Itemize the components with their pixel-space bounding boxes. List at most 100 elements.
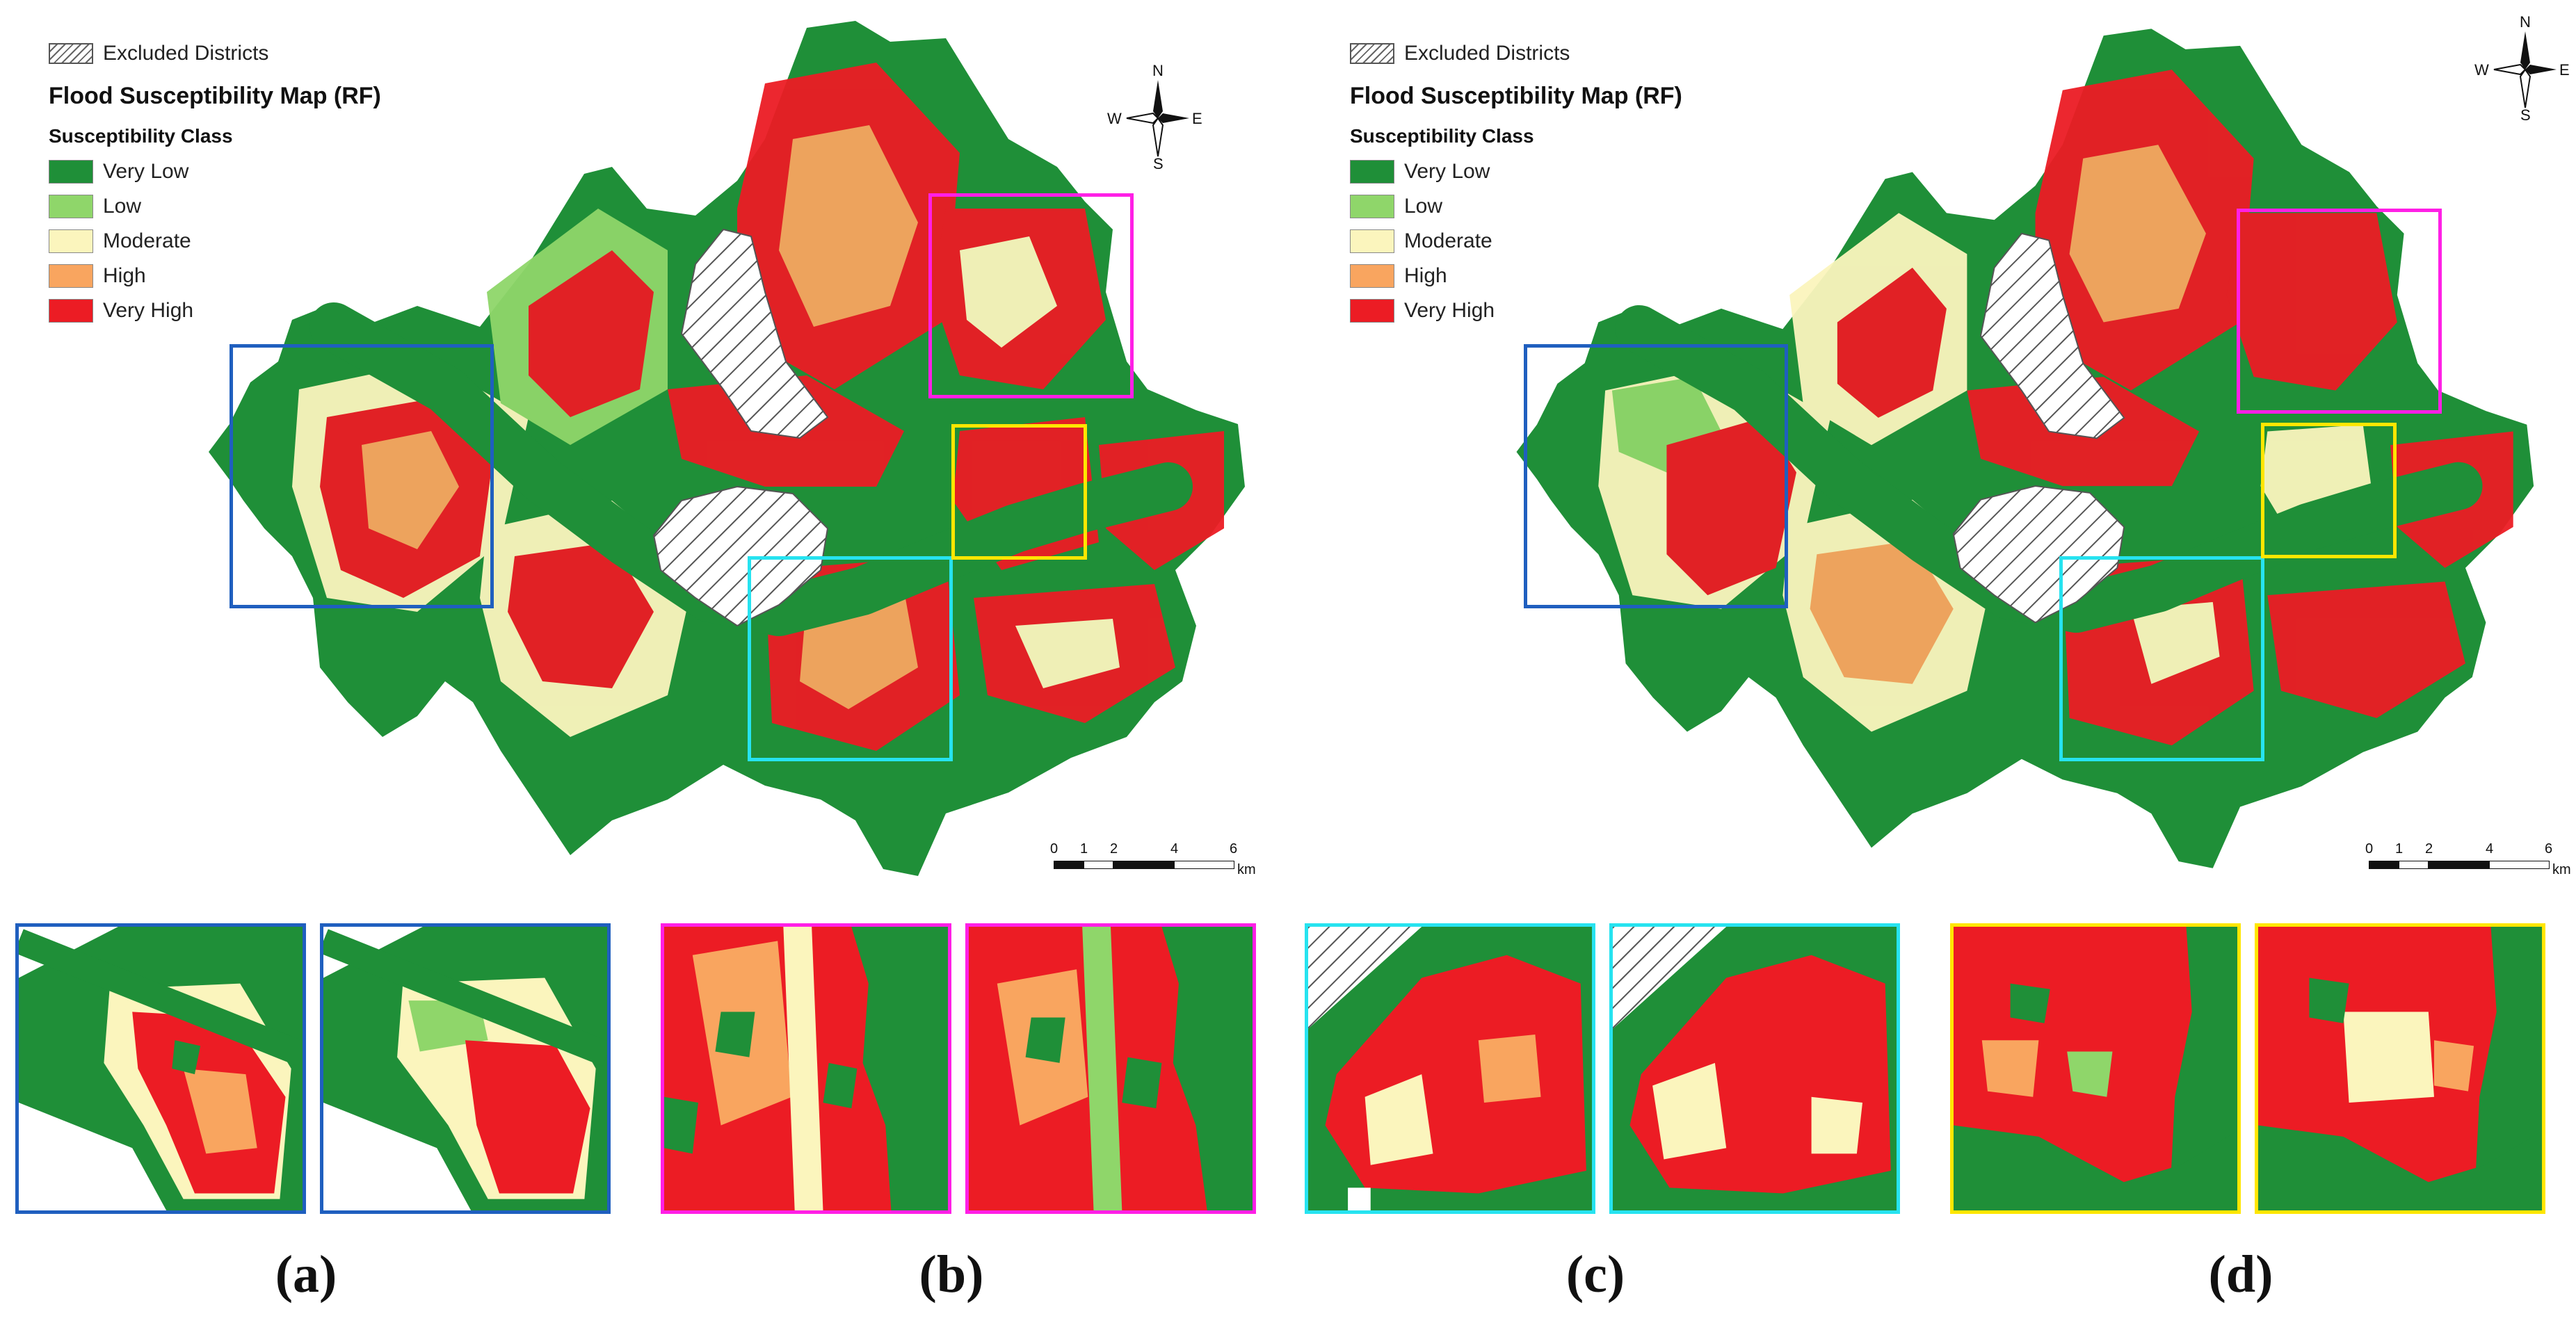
compass-s: S xyxy=(1153,155,1164,172)
zoom-box-a-left xyxy=(230,344,494,608)
scale-segment xyxy=(2429,861,2489,869)
inset-d-right xyxy=(2255,923,2545,1214)
scale-segment xyxy=(1174,861,1234,869)
excluded-district-central xyxy=(1952,485,2125,624)
scale-tick: 0 xyxy=(1050,841,1058,857)
scale-segment xyxy=(2369,861,2399,869)
inset-c-right xyxy=(1609,923,1900,1214)
class-label: Moderate xyxy=(103,229,191,252)
scale-tick: 1 xyxy=(1080,841,1088,857)
scale-segment xyxy=(1113,861,1174,869)
excluded-district-north xyxy=(680,228,829,439)
map-panel-right: Excluded Districts Flood Susceptibility … xyxy=(1312,0,2576,904)
inset-a-right xyxy=(320,923,611,1214)
compass-e: E xyxy=(1192,110,1202,127)
excluded-legend-row: Excluded Districts xyxy=(49,38,381,69)
scale-segment xyxy=(1084,861,1113,869)
inset-c-left xyxy=(1305,923,1595,1214)
hatch-swatch xyxy=(49,43,93,64)
legend-class-low: Low xyxy=(1350,189,1682,224)
scale-tick: 6 xyxy=(1230,841,1238,857)
legend-class-moderate: Moderate xyxy=(1350,224,1682,259)
scale-segment xyxy=(2489,861,2550,869)
compass-rose-icon xyxy=(1126,80,1189,157)
class-label: Low xyxy=(103,195,142,218)
scale-tick: 2 xyxy=(2425,841,2433,857)
caption-d: (d) xyxy=(2208,1245,2273,1304)
excluded-district-north xyxy=(1979,232,2125,439)
inset-a-left xyxy=(15,923,306,1214)
caption-b: (b) xyxy=(919,1245,984,1304)
legend-subtitle: Susceptibility Class xyxy=(1350,125,1534,147)
seoul-map-right xyxy=(1516,29,2534,868)
swatch-high xyxy=(1350,264,1394,288)
class-label: Very Low xyxy=(1404,160,1490,183)
inset-d-left xyxy=(1950,923,2241,1214)
map-legend-left: Excluded Districts Flood Susceptibility … xyxy=(49,38,381,328)
legend-class-low: Low xyxy=(49,189,381,224)
compass-rose-icon xyxy=(2493,31,2557,108)
scale-unit: km xyxy=(2552,862,2571,877)
legend-class-very-high: Very High xyxy=(1350,293,1682,328)
map-title: Flood Susceptibility Map (RF) xyxy=(1350,83,1682,109)
caption-a: (a) xyxy=(275,1245,337,1304)
zoom-box-c-left xyxy=(748,556,953,761)
swatch-low xyxy=(1350,195,1394,218)
legend-class-moderate: Moderate xyxy=(49,224,381,259)
swatch-very-high xyxy=(1350,299,1394,323)
zoom-box-d-left xyxy=(951,424,1087,560)
swatch-high xyxy=(49,264,93,288)
class-label: Very High xyxy=(1404,299,1495,322)
excluded-district-central xyxy=(652,485,829,627)
scale-tick: 4 xyxy=(2486,841,2494,857)
map-legend-right: Excluded Districts Flood Susceptibility … xyxy=(1350,38,1682,328)
han-river xyxy=(1615,305,2483,633)
zoom-box-d-right xyxy=(2261,423,2397,558)
map-title: Flood Susceptibility Map (RF) xyxy=(49,83,381,109)
class-label: Moderate xyxy=(1404,229,1492,252)
swatch-very-low xyxy=(49,160,93,184)
scale-bar-right: 0 1 2 4 6 km xyxy=(2365,841,2571,883)
scale-tick: 0 xyxy=(2365,841,2374,857)
legend-class-high: High xyxy=(1350,259,1682,293)
excluded-label: Excluded Districts xyxy=(1404,42,1570,65)
zoom-box-b-left xyxy=(928,193,1134,398)
compass-n: N xyxy=(1152,62,1164,79)
swatch-low xyxy=(49,195,93,218)
scale-tick: 6 xyxy=(2545,841,2553,857)
zoom-box-c-right xyxy=(2059,556,2264,761)
scale-segment xyxy=(1054,861,1084,869)
swatch-very-high xyxy=(49,299,93,323)
scale-tick: 1 xyxy=(2395,841,2404,857)
class-label: Low xyxy=(1404,195,1443,218)
scale-bar-left: 0 1 2 4 6 km xyxy=(1050,841,1256,883)
class-label: High xyxy=(1404,264,1447,287)
legend-class-very-high: Very High xyxy=(49,293,381,328)
hatch-swatch xyxy=(1350,43,1394,64)
class-label: Very High xyxy=(103,299,194,322)
legend-class-very-low: Very Low xyxy=(1350,154,1682,189)
han-river xyxy=(309,302,1193,636)
legend-subtitle: Susceptibility Class xyxy=(49,125,233,147)
swatch-very-low xyxy=(1350,160,1394,184)
north-arrow-left: N S W E xyxy=(1107,62,1203,172)
legend-class-high: High xyxy=(49,259,381,293)
compass-n: N xyxy=(2520,13,2531,31)
inset-b-left xyxy=(661,923,951,1214)
compass-w: W xyxy=(2474,61,2489,79)
compass-w: W xyxy=(1107,110,1122,127)
legend-class-very-low: Very Low xyxy=(49,154,381,189)
zoom-box-a-right xyxy=(1524,344,1788,608)
swatch-moderate xyxy=(1350,229,1394,253)
map-panel-left: Excluded Districts Flood Susceptibility … xyxy=(0,0,1288,904)
urban-susceptibility-right xyxy=(1598,70,2513,746)
north-arrow-right: N S W E xyxy=(2474,13,2570,124)
excluded-legend-row: Excluded Districts xyxy=(1350,38,1682,69)
scale-tick: 2 xyxy=(1110,841,1118,857)
class-label: High xyxy=(103,264,146,287)
scale-segment xyxy=(2399,861,2429,869)
scale-unit: km xyxy=(1237,862,1256,877)
compass-s: S xyxy=(2520,106,2531,124)
swatch-moderate xyxy=(49,229,93,253)
seoul-map-left xyxy=(209,21,1245,876)
